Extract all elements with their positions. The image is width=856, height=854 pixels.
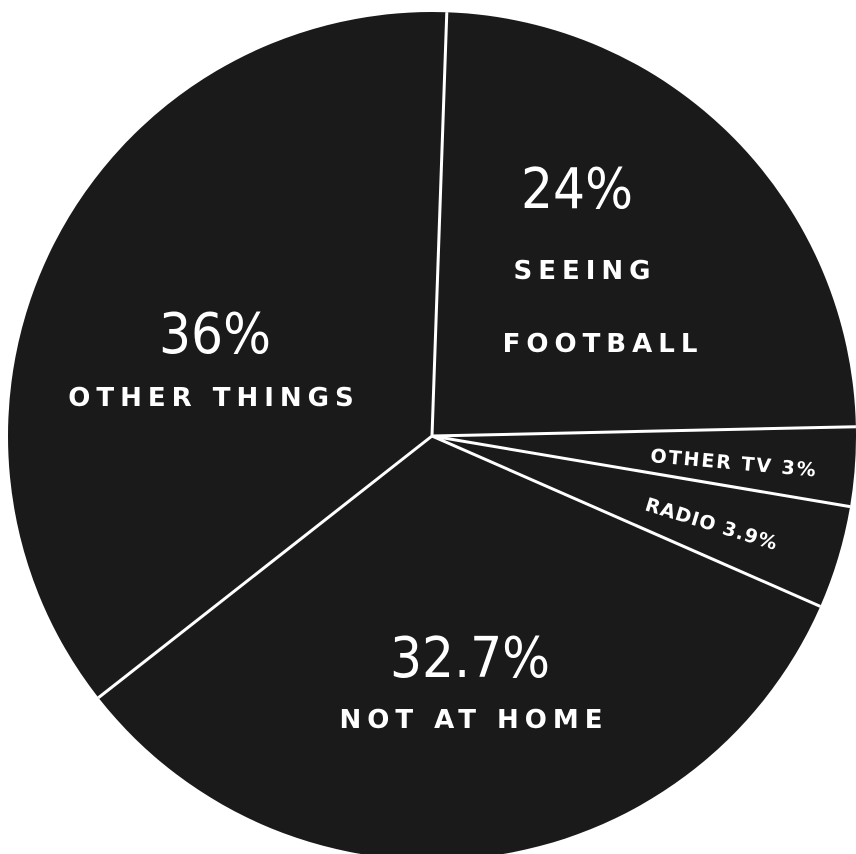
pie-slices <box>8 12 856 854</box>
pie-slice-other-things <box>8 12 447 698</box>
slice-divider <box>430 12 449 437</box>
slice-divider <box>431 425 856 438</box>
pie-slice-not-at-home <box>98 436 821 854</box>
slice-divider <box>97 434 433 699</box>
slice-label-seeing-football-line1: SEEING <box>513 256 656 286</box>
slice-divider <box>431 434 821 608</box>
slice-divider <box>431 434 851 509</box>
slice-label-pct-not-at-home: 32.7% <box>390 626 550 691</box>
slice-label-pct-seeing-football: 24% <box>521 157 633 222</box>
pie-slice-other-tv-3 <box>432 426 856 507</box>
slice-label-pct-other-things: 36% <box>159 302 271 367</box>
slice-dividers <box>97 12 856 699</box>
pie-slice-seeing-football <box>432 12 856 436</box>
pie-slice-radio-3-9 <box>432 436 851 607</box>
slice-label-other-things: OTHER THINGS <box>68 383 359 413</box>
slice-label-not-at-home: NOT AT HOME <box>339 705 608 735</box>
slice-label-seeing-football-line2: FOOTBALL <box>503 329 704 359</box>
